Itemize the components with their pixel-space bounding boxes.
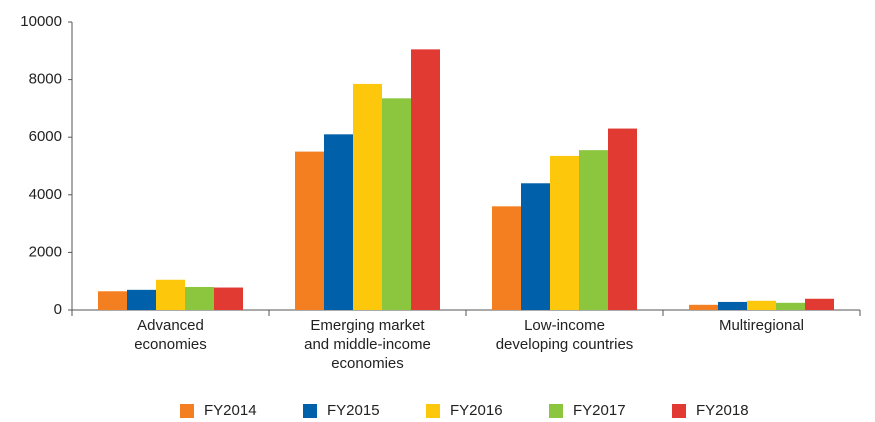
legend-swatch xyxy=(426,404,440,418)
x-tick-label: Advanced economies xyxy=(134,317,207,353)
bar xyxy=(214,287,243,310)
y-tick-label: 10000 xyxy=(20,13,62,30)
x-tick-label: Emerging market and middle-income econom… xyxy=(304,317,431,372)
y-tick-label: 6000 xyxy=(29,128,62,145)
y-tick-label: 2000 xyxy=(29,243,62,260)
bar xyxy=(98,291,127,310)
legend-swatch xyxy=(303,404,317,418)
bar xyxy=(156,279,185,310)
bar xyxy=(608,128,637,310)
legend-swatch xyxy=(672,404,686,418)
bar xyxy=(689,304,718,310)
bar xyxy=(411,49,440,311)
x-tick-label: Low-income developing countries xyxy=(495,317,634,353)
bar xyxy=(185,286,214,310)
y-tick-label: 0 xyxy=(54,301,62,318)
legend-swatch xyxy=(180,404,194,418)
legend-label: FY2015 xyxy=(327,402,380,419)
bar xyxy=(776,302,805,310)
bar xyxy=(324,134,353,310)
bar xyxy=(492,206,521,310)
bar xyxy=(805,298,834,310)
y-tick-label: 4000 xyxy=(29,186,62,203)
bar xyxy=(127,289,156,310)
legend-label: FY2016 xyxy=(450,402,503,419)
bar xyxy=(747,300,776,310)
bar xyxy=(521,183,550,310)
legend-label: FY2014 xyxy=(204,402,257,419)
bar xyxy=(718,301,747,310)
legend-label: FY2017 xyxy=(573,402,626,419)
y-tick-label: 8000 xyxy=(29,71,62,88)
legend-label: FY2018 xyxy=(696,402,749,419)
bar xyxy=(550,155,579,310)
bar xyxy=(295,151,324,310)
x-tick-label: Multiregional xyxy=(718,317,805,334)
legend-swatch xyxy=(549,404,563,418)
bar xyxy=(382,98,411,310)
bar xyxy=(353,83,382,310)
bar xyxy=(579,150,608,310)
